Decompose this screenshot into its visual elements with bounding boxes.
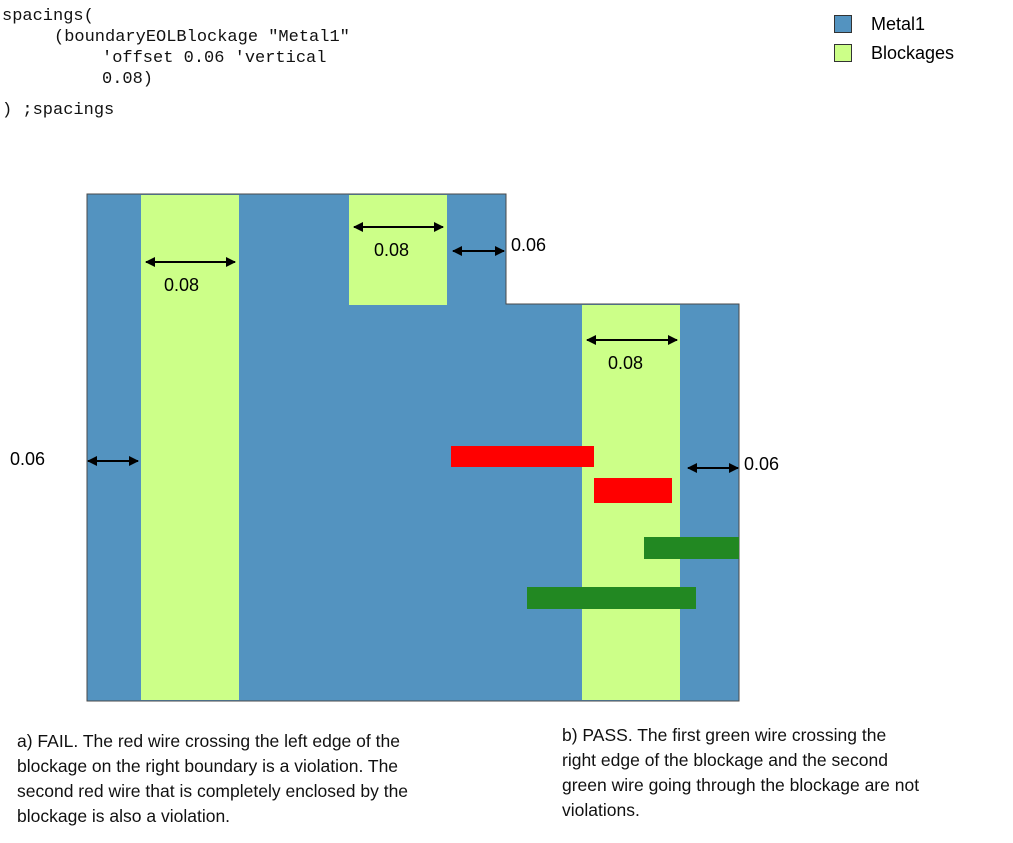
metal1-shape — [86, 193, 740, 702]
dimension-label-right-offset: 0.06 — [744, 454, 779, 474]
code-line: ) ;spacings — [2, 101, 115, 120]
red-wire-enclosed — [594, 478, 672, 503]
dimension-label-top-blockage: 0.08 — [374, 240, 409, 260]
code-line: spacings( — [2, 7, 94, 26]
blockage-left — [141, 195, 239, 700]
green-wire-through — [527, 587, 696, 609]
caption-pass: b) PASS. The first green wire crossing t… — [562, 725, 920, 820]
code-line: (boundaryEOLBlockage "Metal1" — [54, 28, 350, 47]
legend-label: Metal1 — [871, 13, 926, 34]
dimension-label-top-offset: 0.06 — [511, 235, 546, 255]
blockage-top — [349, 195, 447, 305]
dimension-label-left-blockage: 0.08 — [164, 275, 199, 295]
legend-swatch-blockages — [834, 44, 852, 62]
dimension-label-right-blockage: 0.08 — [608, 353, 643, 373]
legend-label: Blockages — [871, 42, 955, 63]
green-wire-crossing — [644, 537, 739, 559]
legend-item-metal1: Metal1 — [834, 13, 925, 35]
legend-swatch-metal1 — [834, 15, 852, 33]
red-wire-crossing — [451, 446, 594, 467]
code-snippet: spacings( (boundaryEOLBlockage "Metal1" … — [2, 6, 350, 121]
caption-fail: a) FAIL. The red wire crossing the left … — [17, 731, 409, 826]
code-line: 'offset 0.06 'vertical — [102, 49, 327, 68]
code-line: 0.08) — [102, 70, 154, 89]
dimension-label-left-offset: 0.06 — [10, 449, 45, 469]
legend-item-blockages: Blockages — [834, 42, 954, 64]
